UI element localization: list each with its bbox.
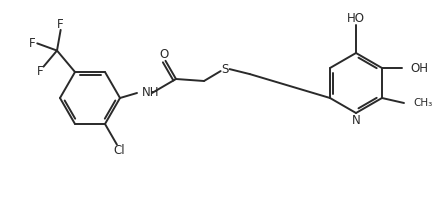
Text: F: F <box>29 37 36 50</box>
Text: N: N <box>352 113 360 127</box>
Text: F: F <box>57 18 64 31</box>
Text: O: O <box>159 48 168 61</box>
Text: S: S <box>221 63 228 76</box>
Text: F: F <box>37 65 44 78</box>
Text: OH: OH <box>410 62 428 75</box>
Text: NH: NH <box>142 86 160 100</box>
Text: Cl: Cl <box>113 144 125 157</box>
Text: CH₃: CH₃ <box>413 98 432 108</box>
Text: HO: HO <box>347 11 365 24</box>
